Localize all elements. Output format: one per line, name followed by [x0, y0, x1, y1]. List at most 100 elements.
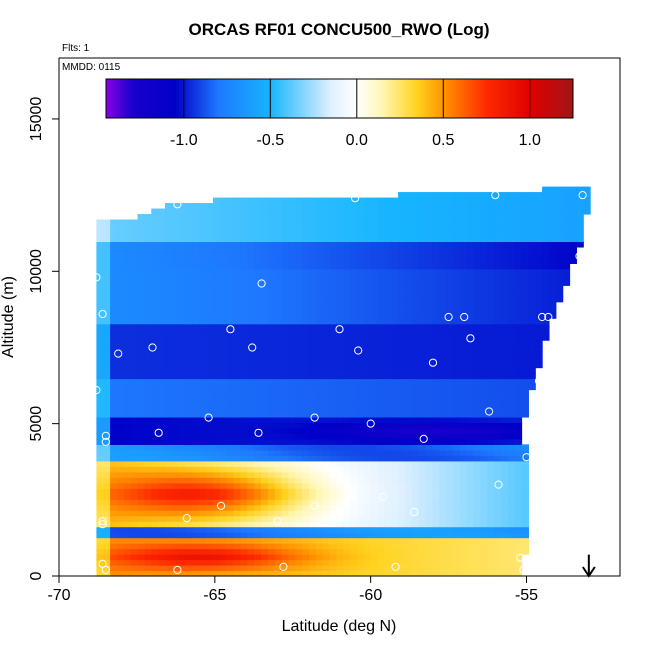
heatmap-cell [398, 471, 406, 478]
heatmap-cell [377, 471, 385, 478]
heatmap-cell [274, 504, 283, 511]
heatmap-cell [322, 460, 331, 467]
heatmap-cell [192, 515, 200, 522]
heatmap-cell [370, 274, 379, 281]
heatmap-cell [158, 515, 166, 522]
heatmap-cell [507, 504, 516, 511]
heatmap-cell [206, 312, 214, 319]
heatmap-cell [398, 466, 406, 473]
heatmap-cell [377, 197, 385, 204]
heatmap-cell [171, 455, 180, 462]
colorbar-swatch [349, 79, 353, 118]
heatmap-cell [439, 455, 447, 462]
heatmap-cell [446, 192, 454, 199]
heatmap-cell [96, 438, 104, 445]
heatmap-cell [103, 405, 111, 413]
heatmap-cell [370, 334, 379, 341]
heatmap-cell [144, 482, 152, 489]
heatmap-cell [206, 554, 214, 561]
heatmap-cell [404, 329, 413, 336]
heatmap-cell [514, 554, 523, 561]
heatmap-cell [240, 504, 248, 511]
heatmap-cell [473, 460, 481, 467]
heatmap-cell [562, 279, 571, 286]
heatmap-cell [363, 323, 372, 330]
heatmap-cell [480, 224, 488, 232]
heatmap-cell [452, 192, 461, 199]
heatmap-cell [446, 405, 454, 413]
heatmap-cell [308, 241, 317, 248]
heatmap-cell [295, 203, 303, 210]
colorbar-swatch [150, 79, 154, 118]
heatmap-cell [110, 499, 118, 506]
heatmap-cell [398, 290, 406, 297]
heatmap-cell [459, 384, 468, 391]
heatmap-cell [356, 433, 365, 440]
heatmap-cell [404, 318, 413, 325]
heatmap-cell [219, 554, 228, 561]
heatmap-cell [130, 378, 139, 385]
heatmap-cell [158, 290, 166, 297]
heatmap-cell [137, 455, 145, 462]
heatmap-cell [384, 340, 392, 347]
heatmap-cell [199, 504, 207, 511]
heatmap-cell [411, 192, 420, 199]
heatmap-cell [535, 268, 543, 275]
heatmap-cell [500, 477, 509, 484]
heatmap-cell [329, 241, 337, 248]
heatmap-cell [446, 482, 454, 489]
heatmap-cell [494, 192, 502, 199]
heatmap-cell [336, 235, 344, 243]
heatmap-cell [96, 268, 104, 275]
heatmap-cell [500, 378, 509, 385]
heatmap-cell [521, 230, 529, 237]
heatmap-cell [452, 362, 461, 369]
heatmap-cell [308, 444, 317, 451]
heatmap-cell [164, 477, 173, 484]
heatmap-cell [254, 427, 262, 434]
heatmap-cell [240, 460, 248, 467]
colorbar-swatch [544, 79, 548, 118]
heatmap-cell [158, 411, 166, 418]
heatmap-cell [212, 521, 221, 528]
heatmap-cell [151, 548, 159, 555]
heatmap-cell [459, 460, 468, 467]
heatmap-cell [240, 307, 248, 314]
heatmap-cell [480, 367, 488, 374]
heatmap-cell [254, 197, 262, 204]
heatmap-cell [370, 395, 379, 402]
heatmap-cell [315, 460, 324, 467]
heatmap-cell [343, 449, 351, 456]
heatmap-cell [308, 493, 317, 500]
colorbar-swatch [326, 79, 330, 118]
heatmap-cell [199, 438, 207, 445]
heatmap-cell [144, 471, 152, 478]
heatmap-cell [411, 318, 420, 325]
heatmap-cell [404, 411, 413, 418]
heatmap-cell [500, 214, 509, 221]
heatmap-cell [432, 554, 440, 561]
heatmap-cell [206, 340, 214, 347]
heatmap-cell [240, 537, 248, 544]
heatmap-cell [267, 477, 276, 484]
heatmap-cell [425, 356, 433, 363]
heatmap-cell [473, 318, 481, 325]
heatmap-cell [116, 515, 125, 522]
heatmap-cell [233, 466, 241, 473]
heatmap-cell [206, 444, 214, 451]
colorbar-swatch [373, 79, 377, 118]
heatmap-cell [356, 411, 365, 418]
heatmap-cell [459, 395, 468, 402]
heatmap-cell [398, 307, 406, 314]
heatmap-cell [446, 488, 454, 495]
heatmap-cell [164, 219, 173, 226]
heatmap-cell [206, 285, 214, 292]
heatmap-cell [459, 526, 468, 533]
heatmap-cell [130, 296, 139, 303]
heatmap-cell [130, 515, 139, 522]
heatmap-cell [178, 268, 187, 275]
heatmap-cell [329, 318, 337, 325]
heatmap-cell [199, 477, 207, 484]
heatmap-cell [206, 526, 214, 533]
heatmap-cell [425, 235, 433, 243]
